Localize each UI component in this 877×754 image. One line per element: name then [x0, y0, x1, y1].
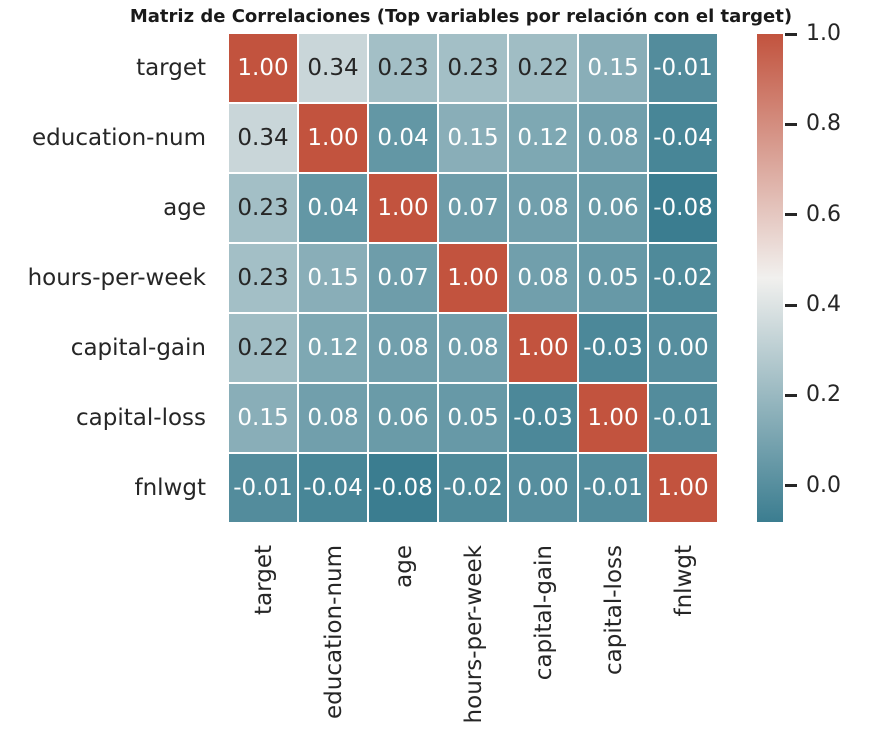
heatmap-cell: 0.07 [369, 244, 437, 312]
y-tick-label: hours-per-week [27, 265, 206, 291]
heatmap-cell: 0.23 [439, 34, 507, 102]
x-tick-label: fnlwgt [671, 545, 697, 617]
heatmap-cell: 0.23 [229, 174, 297, 242]
y-tick-label: capital-loss [76, 405, 206, 431]
heatmap-cell: -0.01 [649, 384, 717, 452]
colorbar-tick-mark [785, 393, 797, 397]
colorbar-tick-label: 0.6 [806, 201, 841, 227]
heatmap-cell: -0.01 [229, 454, 297, 522]
heatmap-cell: -0.03 [579, 314, 647, 382]
heatmap-cell: 1.00 [369, 174, 437, 242]
heatmap-cell: 0.23 [229, 244, 297, 312]
heatmap-cell: 0.04 [369, 104, 437, 172]
heatmap-cell: 0.08 [579, 104, 647, 172]
heatmap-cell: 0.06 [579, 174, 647, 242]
colorbar-tick-label: 0.8 [806, 111, 841, 137]
heatmap-cell: 0.08 [439, 314, 507, 382]
y-tick-label: fnlwgt [134, 475, 207, 501]
y-tick-label: target [136, 55, 206, 81]
heatmap-cell: 1.00 [649, 454, 717, 522]
heatmap-cell: 1.00 [229, 34, 297, 102]
heatmap-cell: -0.08 [369, 454, 437, 522]
heatmap-cell: 1.00 [509, 314, 577, 382]
heatmap-cell: 0.05 [579, 244, 647, 312]
heatmap-cell: 0.12 [299, 314, 367, 382]
heatmap-cell: 0.34 [299, 34, 367, 102]
colorbar-tick-label: 0.0 [806, 472, 841, 498]
colorbar-tick-mark [785, 484, 797, 488]
heatmap-cell: -0.02 [439, 454, 507, 522]
x-tick-label: target [251, 545, 277, 615]
colorbar-tick-label: 0.4 [806, 292, 841, 318]
heatmap-cell: 1.00 [299, 104, 367, 172]
heatmap-cell: -0.03 [509, 384, 577, 452]
heatmap-cell: 0.34 [229, 104, 297, 172]
heatmap-cell: -0.02 [649, 244, 717, 312]
colorbar-gradient [757, 34, 783, 522]
heatmap-cell: -0.01 [579, 454, 647, 522]
colorbar-tick-mark [785, 32, 797, 36]
heatmap-cell: -0.04 [299, 454, 367, 522]
chart-title: Matriz de Correlaciones (Top variables p… [129, 6, 793, 27]
heatmap-cell: 1.00 [579, 384, 647, 452]
heatmap-cell: 0.23 [369, 34, 437, 102]
x-tick-label: education-num [321, 545, 347, 719]
x-tick-label: hours-per-week [461, 545, 487, 724]
heatmap-cell: 0.04 [299, 174, 367, 242]
heatmap-cell: 0.08 [299, 384, 367, 452]
heatmap-cell: 0.08 [369, 314, 437, 382]
heatmap-cell: 0.15 [579, 34, 647, 102]
colorbar-tick-mark [785, 213, 797, 217]
heatmap-cell: 0.08 [509, 244, 577, 312]
colorbar-tick-label: 0.2 [806, 382, 841, 408]
heatmap-cell: 0.15 [299, 244, 367, 312]
x-tick-label: capital-loss [601, 545, 627, 675]
heatmap-cell: 0.22 [509, 34, 577, 102]
heatmap-cell: 0.07 [439, 174, 507, 242]
heatmap-cell: 0.08 [509, 174, 577, 242]
heatmap-cell: 0.12 [509, 104, 577, 172]
y-tick-label: education-num [32, 125, 206, 151]
colorbar-tick-label: 1.0 [806, 21, 841, 46]
heatmap-cell: -0.04 [649, 104, 717, 172]
heatmap-cell: 0.15 [229, 384, 297, 452]
heatmap-cell: 1.00 [439, 244, 507, 312]
heatmap-cell: 0.00 [649, 314, 717, 382]
heatmap-cell: -0.08 [649, 174, 717, 242]
heatmap-cell: 0.06 [369, 384, 437, 452]
heatmap-cell: 0.00 [509, 454, 577, 522]
x-tick-label: age [391, 545, 417, 588]
x-tick-label: capital-gain [531, 545, 557, 681]
heatmap-cell: -0.01 [649, 34, 717, 102]
heatmap-cell: 0.05 [439, 384, 507, 452]
y-tick-label: age [163, 195, 206, 221]
colorbar-tick-mark [785, 122, 797, 126]
heatmap-grid: 1.00 0.34 0.23 0.23 0.22 0.15 -0.01 0.34 1.00 0.0… [229, 34, 717, 522]
heatmap-cell: 0.22 [229, 314, 297, 382]
heatmap-cell: 0.15 [439, 104, 507, 172]
colorbar-tick-mark [785, 303, 797, 307]
y-tick-label: capital-gain [70, 335, 206, 361]
